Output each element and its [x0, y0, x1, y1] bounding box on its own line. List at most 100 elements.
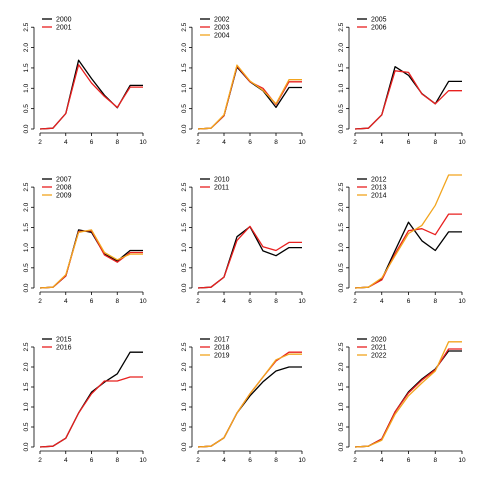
legend-label: 2021 — [371, 345, 387, 352]
series-line-2020 — [354, 350, 462, 448]
legend-label: 2000 — [56, 17, 72, 24]
x-tick-label: 8 — [115, 457, 119, 464]
x-tick-label: 2 — [38, 457, 42, 464]
series-line-2005 — [354, 66, 462, 130]
x-tick-label: 2 — [38, 298, 42, 305]
series-line-2015 — [39, 351, 143, 448]
y-tick-label: 0.5 — [338, 104, 345, 113]
x-tick-label: 10 — [298, 457, 306, 464]
y-tick-label: 2.5 — [338, 22, 345, 31]
x-tick-label: 10 — [458, 298, 466, 305]
legend-label: 2007 — [56, 177, 72, 184]
x-tick-label: 10 — [458, 139, 466, 146]
y-tick-label: 0.5 — [338, 263, 345, 272]
y-tick-label: 2.0 — [23, 202, 30, 211]
x-tick-label: 4 — [380, 139, 384, 146]
x-tick-label: 4 — [222, 457, 226, 464]
y-tick-label: 2.0 — [181, 43, 188, 52]
series-line-2010 — [197, 226, 302, 289]
y-tick-label: 0.5 — [23, 422, 30, 431]
x-tick-label: 8 — [115, 298, 119, 305]
x-tick-label: 8 — [433, 457, 437, 464]
y-tick-label: 2.5 — [23, 342, 30, 351]
y-tick-label: 1.5 — [23, 223, 30, 232]
y-tick-label: 1.0 — [338, 402, 345, 411]
y-tick-label: 0.5 — [181, 422, 188, 431]
y-tick-label: 2.5 — [181, 22, 188, 31]
legend-label: 2020 — [371, 337, 387, 344]
x-tick-label: 2 — [196, 457, 200, 464]
series-line-2013 — [354, 213, 462, 289]
series-line-2012 — [354, 221, 462, 289]
y-tick-label: 2.5 — [338, 342, 345, 351]
y-tick-label: 0.5 — [23, 104, 30, 113]
x-tick-label: 10 — [139, 139, 147, 146]
x-tick-label: 4 — [64, 298, 68, 305]
series-line-2011 — [197, 225, 302, 289]
y-tick-label: 0.5 — [181, 263, 188, 272]
legend-label: 2008 — [56, 185, 72, 192]
legend-label: 2009 — [56, 193, 72, 200]
legend-label: 2004 — [214, 33, 230, 40]
y-tick-label: 2.0 — [338, 202, 345, 211]
y-tick-label: 2.5 — [181, 342, 188, 351]
legend-label: 2001 — [56, 25, 72, 32]
x-tick-label: 6 — [90, 298, 94, 305]
x-tick-label: 6 — [407, 139, 411, 146]
series-line-2017 — [197, 366, 302, 448]
y-tick-label: 0.0 — [23, 442, 30, 451]
y-tick-label: 1.0 — [181, 402, 188, 411]
legend-label: 2022 — [371, 353, 387, 360]
series-line-2003 — [197, 65, 302, 130]
y-tick-label: 1.0 — [23, 402, 30, 411]
y-tick-label: 1.0 — [181, 83, 188, 92]
legend-label: 2015 — [56, 337, 72, 344]
x-tick-label: 2 — [196, 139, 200, 146]
y-tick-label: 1.5 — [181, 382, 188, 391]
series-line-2008 — [39, 230, 143, 289]
y-tick-label: 1.5 — [181, 223, 188, 232]
y-tick-label: 1.5 — [338, 382, 345, 391]
legend-label: 2005 — [371, 17, 387, 24]
y-tick-label: 2.0 — [181, 202, 188, 211]
y-tick-label: 2.0 — [338, 43, 345, 52]
x-tick-label: 6 — [407, 457, 411, 464]
y-tick-label: 1.0 — [23, 83, 30, 92]
x-tick-label: 8 — [274, 298, 278, 305]
x-tick-label: 6 — [248, 298, 252, 305]
x-tick-label: 2 — [38, 139, 42, 146]
x-tick-label: 8 — [274, 457, 278, 464]
legend-label: 2011 — [214, 185, 229, 192]
legend-label: 2003 — [214, 25, 230, 32]
y-tick-label: 2.5 — [338, 182, 345, 191]
legend-label: 2014 — [371, 193, 387, 200]
series-line-2014 — [354, 174, 462, 289]
x-tick-label: 2 — [353, 298, 357, 305]
x-tick-label: 4 — [222, 139, 226, 146]
y-tick-label: 1.5 — [23, 63, 30, 72]
series-line-2001 — [39, 64, 143, 130]
y-tick-label: 1.0 — [181, 243, 188, 252]
x-tick-label: 6 — [248, 457, 252, 464]
y-tick-label: 0.0 — [338, 442, 345, 451]
x-tick-label: 4 — [380, 457, 384, 464]
series-line-2000 — [39, 59, 143, 130]
x-tick-label: 10 — [298, 298, 306, 305]
legend-label: 2018 — [214, 345, 230, 352]
y-tick-label: 1.5 — [338, 223, 345, 232]
y-tick-label: 0.0 — [181, 124, 188, 133]
x-tick-label: 6 — [90, 457, 94, 464]
x-tick-label: 10 — [458, 457, 466, 464]
series-line-2004 — [197, 64, 302, 130]
y-tick-label: 1.5 — [23, 382, 30, 391]
